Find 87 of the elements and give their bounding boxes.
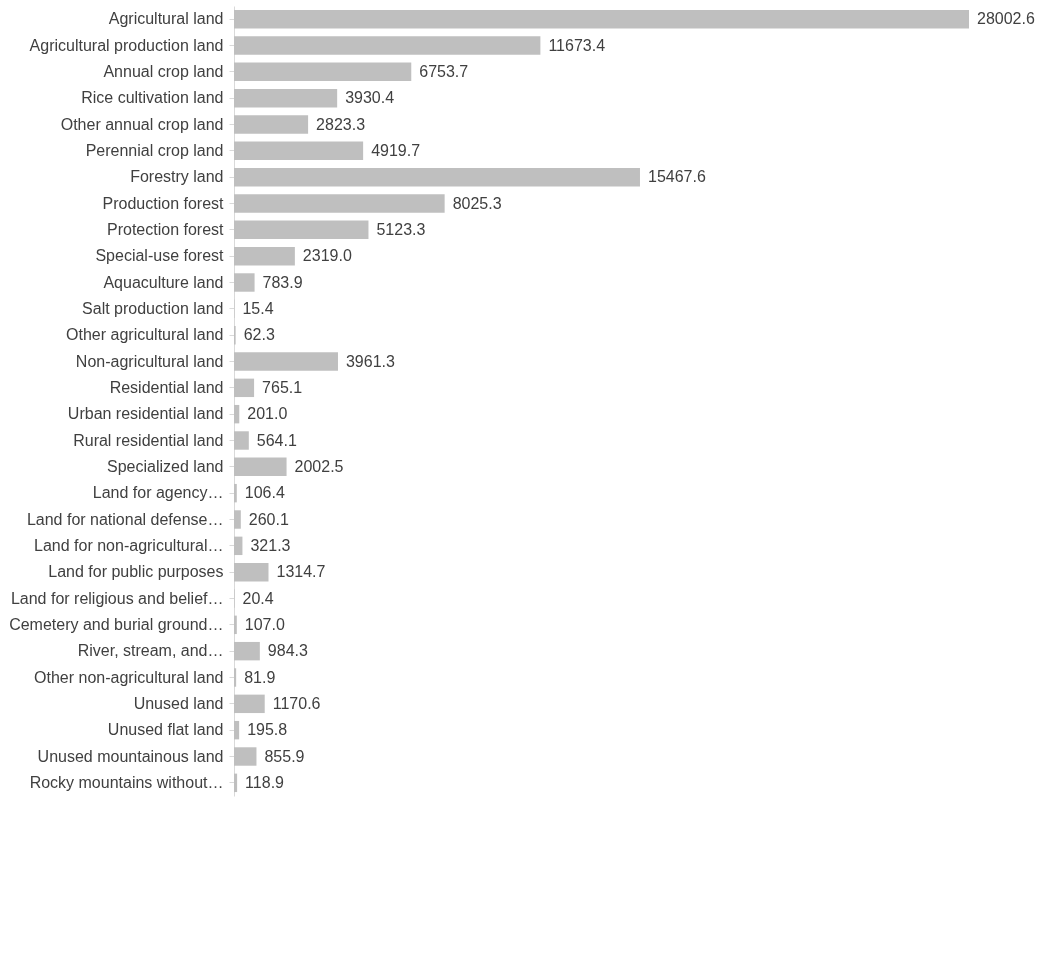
y-tick-label: Production forest [102,194,225,212]
y-tick-label: Unused land [133,694,224,712]
y-tick-label: Non-agricultural land [75,352,224,370]
data-label: 201.0 [247,405,288,423]
y-tick-label: Rocky mountains without… [29,773,224,791]
data-label: 62.3 [243,326,275,344]
bar [234,773,238,793]
data-label: 5123.3 [376,220,426,238]
y-tick-label: Protection forest [107,220,225,238]
bar [234,536,243,556]
data-label: 855.9 [264,747,305,765]
y-tick-label: Rural residential land [73,431,224,449]
bar [234,720,240,740]
data-label: 564.1 [256,431,297,449]
data-label: 4919.7 [371,141,421,159]
data-label: 8025.3 [452,194,502,212]
bar [234,510,241,529]
data-label: 765.1 [262,378,303,396]
data-label: 6753.7 [419,62,469,80]
bar [234,641,260,661]
data-label: 15467.6 [647,168,706,186]
bar [234,668,237,687]
bar [234,562,269,582]
bar [234,694,265,714]
y-tick-label: Land for public purposes [48,563,224,581]
y-tick-label: Urban residential land [67,405,224,423]
bar [234,36,541,55]
y-tick-label: Land for religious and belief… [10,589,224,607]
bar [234,141,364,161]
bar [234,220,369,240]
bar [234,483,237,503]
data-label: 81.9 [244,668,276,686]
y-tick-label: Cemetery and burial ground… [9,615,224,633]
y-tick-label: River, stream, and… [77,642,224,660]
y-tick-label: Aquaculture land [103,273,224,291]
data-label: 20.4 [242,589,274,607]
bar [234,167,640,187]
data-label: 15.4 [242,299,274,317]
bar [234,431,249,450]
data-label: 2823.3 [316,115,366,133]
y-tick-label: Rice cultivation land [81,89,224,107]
y-tick-label: Specialized land [106,457,224,475]
data-label: 2002.5 [294,457,344,475]
data-label: 118.9 [245,773,285,791]
bar [234,615,237,635]
data-label: 3930.4 [345,89,395,107]
y-tick-label: Agricultural land [108,10,224,28]
y-tick-label: Other agricultural land [66,326,224,344]
data-label: 28002.6 [977,10,1035,28]
bar [234,404,240,424]
bar [234,246,295,266]
y-tick-label: Unused flat land [107,721,224,739]
bar [234,747,257,766]
data-label: 2319.0 [302,247,352,265]
bar [234,62,412,82]
data-label: 783.9 [262,273,303,291]
y-tick-label: Special-use forest [95,247,225,265]
data-label: 321.3 [250,536,291,554]
data-label: 107.0 [244,615,285,633]
y-tick-label: Land for national defense… [26,510,224,528]
data-label: 1170.6 [272,694,321,712]
y-tick-label: Residential land [109,378,224,396]
y-tick-label: Unused mountainous land [37,747,224,765]
data-label: 3961.3 [345,352,396,370]
bar [234,352,338,371]
y-tick-label: Salt production land [82,299,224,317]
y-tick-label: Perennial crop land [85,141,224,159]
y-tick-label: Forestry land [130,168,224,186]
y-tick-label: Annual crop land [103,62,224,80]
bar [234,88,338,108]
y-tick-label: Land for agency… [92,484,224,502]
y-tick-label: Land for non-agricultural… [34,536,224,554]
data-label: 984.3 [267,642,308,660]
bar [234,378,255,398]
data-label: 260.1 [248,510,289,528]
y-tick-label: Other annual crop land [60,115,224,133]
bar [234,194,445,213]
y-tick-label: Other non-agricultural land [34,668,224,686]
bar [234,9,969,29]
data-label: 195.8 [247,721,288,739]
data-label: 11673.4 [548,36,606,54]
bar [234,273,255,292]
data-label: 1314.7 [276,563,326,581]
bar [234,115,309,134]
y-tick-label: Agricultural production land [29,36,224,54]
bar [234,457,287,477]
data-label: 106.4 [244,484,285,502]
